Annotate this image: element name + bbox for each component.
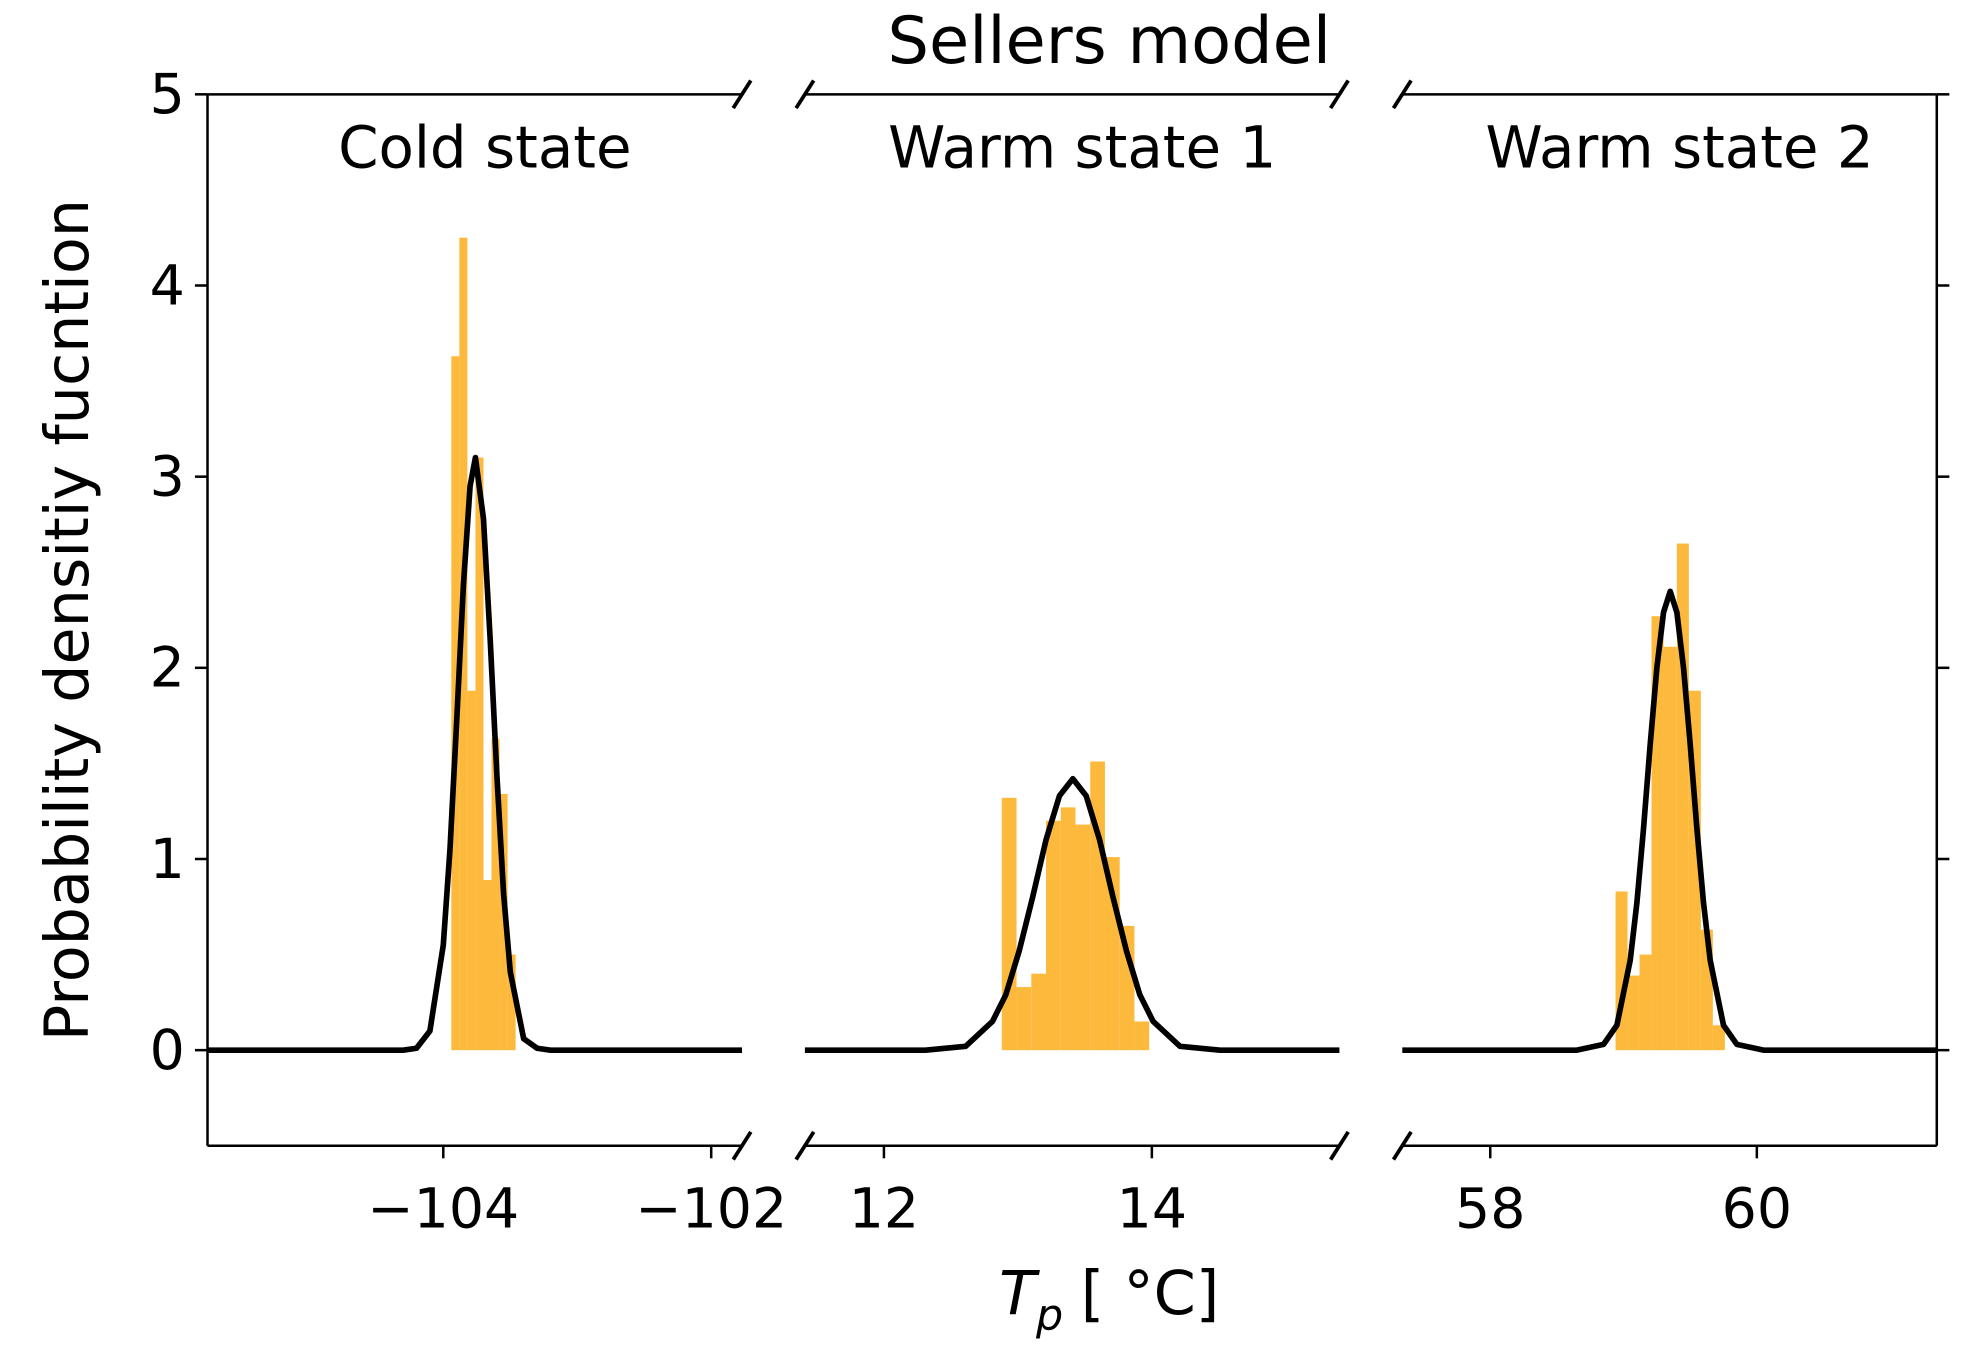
panel-annotation: Warm state 2 — [1486, 113, 1874, 181]
x-tick-label: 12 — [849, 1177, 919, 1241]
axis-break — [1391, 1130, 1413, 1161]
x-axis-label-subscript: p — [1035, 1290, 1063, 1340]
density-curve — [207, 454, 743, 1053]
density-curve — [1402, 588, 1937, 1053]
axis-break — [731, 1130, 753, 1161]
histogram-bar — [1075, 824, 1091, 1051]
density-curve — [804, 775, 1340, 1053]
histogram-bar — [1627, 975, 1640, 1051]
histogram-bar — [1016, 987, 1032, 1051]
histogram-bar — [507, 954, 516, 1051]
x-tick-label: −104 — [367, 1177, 519, 1241]
axis-break — [1329, 79, 1350, 110]
histogram-bar — [1046, 820, 1061, 1051]
x-tick-label: 60 — [1722, 1177, 1792, 1241]
histogram-bar — [1663, 646, 1677, 1051]
histogram-bar — [1700, 929, 1713, 1051]
histogram-bar — [1615, 891, 1628, 1051]
y-tick-label: 3 — [150, 446, 185, 510]
histogram-bar — [1090, 761, 1105, 1051]
histogram-bar — [1688, 690, 1701, 1051]
axis-break — [1391, 79, 1413, 110]
axis-break — [731, 79, 753, 110]
histogram-bar — [1031, 973, 1047, 1051]
histogram-bar — [1639, 954, 1652, 1051]
y-tick-label: 2 — [150, 637, 185, 701]
histogram-bar — [1134, 1021, 1150, 1051]
histogram-bar — [491, 738, 500, 1051]
x-axis-label-variable: T — [999, 1259, 1040, 1329]
panel-annotation: Warm state 1 — [888, 113, 1276, 181]
x-tick-label: 58 — [1455, 1177, 1525, 1241]
axis-break — [1329, 1130, 1350, 1161]
axis-break — [794, 1130, 816, 1161]
y-tick-label: 1 — [150, 828, 185, 892]
histogram-bar — [1651, 616, 1664, 1051]
histogram-bar — [459, 237, 468, 1051]
histogram-bar — [1676, 543, 1689, 1051]
x-axis-label: Tp [ °C] — [999, 1259, 1219, 1340]
axis-break — [794, 79, 816, 110]
x-tick-label: −102 — [635, 1177, 787, 1241]
chart-title: Sellers model — [887, 3, 1331, 79]
histogram-bar — [1001, 797, 1017, 1051]
histogram-bar — [1712, 1025, 1725, 1051]
y-tick-label: 4 — [150, 254, 185, 318]
panel-annotation: Cold state — [338, 113, 631, 181]
y-tick-label: 5 — [150, 63, 185, 127]
histogram-bar — [483, 880, 492, 1051]
x-axis-label-unit: [ °C] — [1081, 1259, 1220, 1329]
y-axis-label: Probability densitiy fucntion — [33, 199, 103, 1041]
histogram-bar — [1060, 807, 1076, 1051]
x-tick-label: 14 — [1117, 1177, 1187, 1241]
histogram-bar — [467, 690, 476, 1051]
y-tick-label: 0 — [150, 1019, 185, 1083]
histogram-bar — [475, 457, 484, 1051]
